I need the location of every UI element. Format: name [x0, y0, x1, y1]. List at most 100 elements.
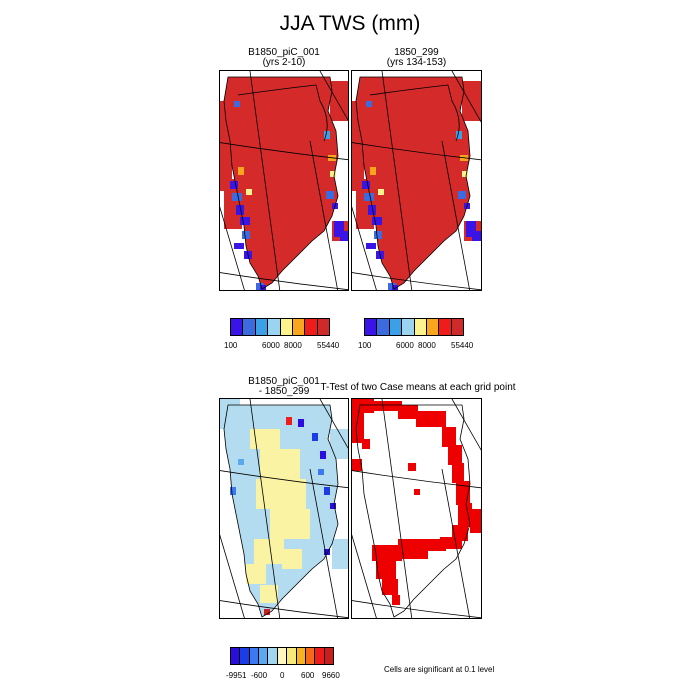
- longitude-line: [381, 71, 413, 290]
- difference-cell: [286, 417, 292, 425]
- longitude-line: [381, 399, 413, 618]
- field-cell: [236, 205, 244, 215]
- longitude-line: [319, 399, 348, 449]
- field-cell: [366, 243, 376, 249]
- difference-cell: [324, 487, 330, 495]
- significant-cell: [398, 405, 418, 419]
- field-cell: [462, 81, 481, 121]
- panel-2-title-line1: 1850_299: [394, 47, 439, 58]
- colorbar-swatch: [268, 319, 281, 335]
- latitude-line: [220, 272, 348, 290]
- longitude-line: [352, 534, 377, 618]
- significant-cell: [382, 579, 398, 595]
- panel-2-title: 1850_299 (yrs 134-153): [351, 48, 482, 68]
- latitude-line: [220, 142, 348, 161]
- figure-title: JJA TWS (mm): [279, 12, 421, 35]
- coastline: [355, 404, 471, 618]
- colorbar-swatch: [277, 648, 288, 664]
- graticule: [220, 399, 348, 618]
- field-cell: [340, 231, 348, 241]
- difference-cell: [270, 509, 310, 539]
- difference-cell: [318, 469, 324, 475]
- panel-3-title: B1850_piC_001 - 1850_299: [219, 377, 349, 397]
- colorbar-swatch: [296, 648, 306, 664]
- longitude-line: [220, 206, 245, 290]
- ice-sheet-field: [224, 77, 338, 289]
- tick-label: 8000: [418, 341, 436, 350]
- tick-label: 6000: [396, 341, 414, 350]
- difference-cell: [320, 451, 326, 459]
- coastline: [237, 84, 328, 142]
- significant-cell: [470, 509, 481, 533]
- significant-cell: [416, 411, 446, 427]
- difference-cell: [246, 564, 266, 584]
- difference-cell: [238, 459, 244, 465]
- latitude-line: [352, 600, 481, 618]
- difference-cell: [254, 539, 284, 564]
- coastline: [223, 76, 339, 290]
- difference-cell: [230, 487, 236, 495]
- field-cell: [368, 205, 376, 215]
- colorbar-swatch: [365, 319, 378, 335]
- difference-cell: [220, 399, 240, 429]
- significant-cell: [408, 463, 416, 471]
- field-cell: [366, 101, 372, 107]
- field-cell: [364, 193, 374, 201]
- field-cell: [456, 131, 462, 139]
- tick-label: -9951: [226, 671, 247, 680]
- difference-cell: [330, 429, 348, 459]
- longitude-line: [451, 399, 481, 451]
- significant-cell: [392, 595, 400, 605]
- graticule: [220, 71, 348, 290]
- latitude-line: [352, 470, 481, 489]
- map-panel-4: [351, 398, 482, 619]
- field-cell: [378, 189, 384, 195]
- field-cell: [238, 167, 244, 175]
- significant-cell: [398, 539, 428, 559]
- colorbar-swatch: [402, 319, 415, 335]
- panel-3-title-line1: B1850_piC_001: [248, 376, 320, 387]
- coastline: [223, 404, 339, 618]
- longitude-line: [309, 140, 339, 290]
- map-4-svg: [352, 399, 481, 618]
- field-cell: [374, 231, 382, 239]
- field-cell: [372, 217, 382, 225]
- difference-cell: [312, 433, 318, 441]
- tick-label: 600: [301, 671, 315, 680]
- panel-1-title-line1: B1850_piC_001: [248, 47, 320, 58]
- field-cell: [234, 101, 240, 107]
- tick-label: -600: [251, 671, 268, 680]
- panel-1-title: B1850_piC_001 (yrs 2-10): [219, 48, 349, 68]
- coastline: [369, 84, 460, 142]
- colorbar-swatch: [280, 319, 293, 335]
- colorbar-swatch: [255, 319, 269, 335]
- latitude-line: [352, 272, 481, 290]
- colorbar-swatch: [268, 648, 278, 664]
- field-cell: [392, 285, 398, 290]
- field-cell: [240, 217, 250, 225]
- colorbar-bottom-ticks: -9951 -600 0 600 9660: [226, 671, 340, 681]
- field-cell: [462, 171, 468, 177]
- significant-cell: [352, 399, 374, 413]
- map-panel-2: [351, 70, 482, 291]
- difference-cell: [256, 479, 306, 509]
- colorbar-swatch: [305, 319, 318, 335]
- longitude-line: [249, 71, 281, 290]
- colorbar-swatch: [324, 648, 333, 664]
- field-cell: [334, 221, 344, 237]
- colorbar-swatch: [231, 648, 241, 664]
- latitude-line: [352, 142, 481, 161]
- colorbar-top-left-ticks: 100 6000 8000 55440: [224, 341, 339, 351]
- difference-cell: [298, 419, 304, 427]
- field-cell: [458, 191, 466, 199]
- longitude-line: [309, 468, 339, 618]
- difference-cell: [250, 429, 280, 449]
- field-cell: [326, 191, 334, 199]
- significant-cell: [452, 463, 464, 483]
- longitude-line: [220, 534, 245, 618]
- longitude-line: [319, 71, 348, 121]
- field-cell: [330, 81, 348, 121]
- field-cell: [472, 231, 481, 241]
- colorbar-swatch: [240, 648, 250, 664]
- map-2-svg: [352, 71, 481, 290]
